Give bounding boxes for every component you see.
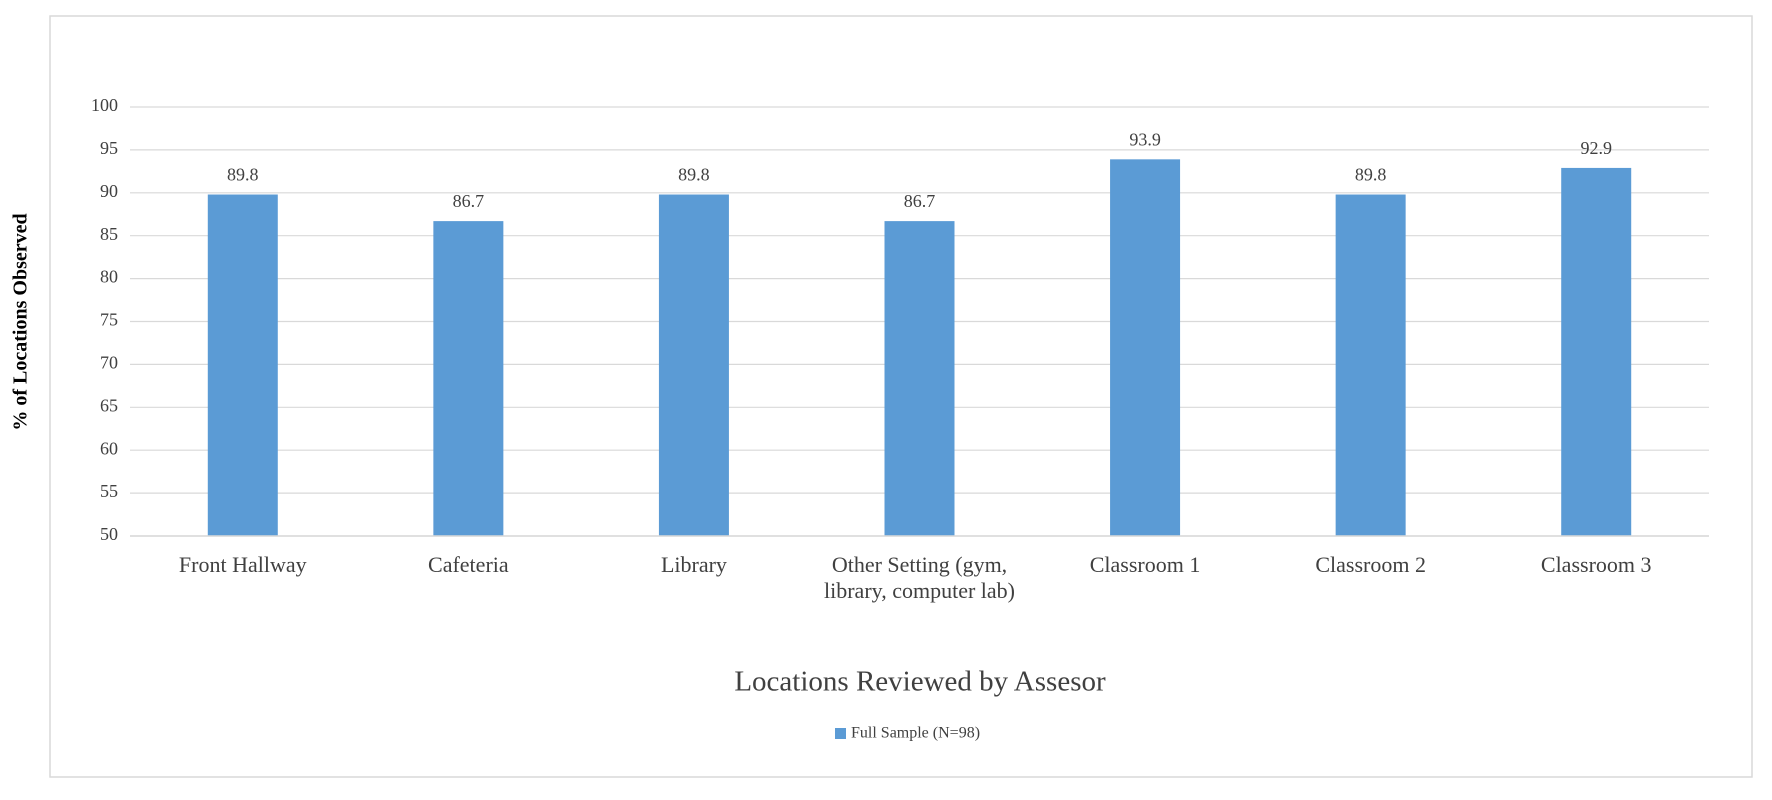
legend-label: Full Sample (N=98) xyxy=(851,725,980,742)
bar xyxy=(1335,194,1406,537)
x-tick-label: Classroom 1 xyxy=(1089,552,1201,577)
x-tick-label: Front Hallway xyxy=(178,552,307,577)
data-label: 92.9 xyxy=(1580,138,1612,158)
y-axis-title: % of Locations Observed xyxy=(10,213,32,430)
x-axis-title: Locations Reviewed by Assesor xyxy=(734,666,1106,698)
x-tick-label-box: Classroom 2 xyxy=(1315,552,1426,577)
bar xyxy=(1561,167,1632,536)
x-tick-label: Library xyxy=(660,552,727,577)
x-tick-label-box: Classroom 3 xyxy=(1540,552,1652,577)
bar xyxy=(884,221,955,536)
y-tick-label: 75 xyxy=(100,310,118,330)
y-tick-label: 60 xyxy=(100,438,118,458)
data-label: 86.7 xyxy=(453,191,485,211)
x-tick-label-box: Cafeteria xyxy=(428,552,509,577)
y-tick-label: 100 xyxy=(91,95,118,115)
data-label: 89.8 xyxy=(1355,165,1387,185)
y-tick-label: 90 xyxy=(100,181,118,201)
y-tick-label: 50 xyxy=(100,524,118,544)
data-label: 93.9 xyxy=(1129,129,1161,149)
x-tick-label-box: Library xyxy=(660,552,727,577)
x-tick-label-box: Other Setting (gym, library, computer la… xyxy=(824,552,1015,603)
x-tick-label: Other Setting (gym, library, computer la… xyxy=(824,552,1015,603)
x-tick-label: Classroom 3 xyxy=(1540,552,1652,577)
y-tick-label: 65 xyxy=(100,395,118,415)
y-tick-label: 70 xyxy=(100,353,118,373)
y-tick-label: 55 xyxy=(100,481,118,501)
x-tick-label: Cafeteria xyxy=(428,552,509,577)
y-tick-label: 95 xyxy=(100,138,118,158)
data-label: 86.7 xyxy=(904,191,936,211)
x-tick-label-box: Front Hallway xyxy=(178,552,307,577)
x-tick-label: Classroom 2 xyxy=(1315,552,1426,577)
bar xyxy=(207,194,278,537)
bar xyxy=(658,194,729,537)
data-label: 89.8 xyxy=(678,165,710,185)
y-tick-label: 85 xyxy=(100,224,118,244)
data-label: 89.8 xyxy=(227,165,259,185)
y-tick-label: 80 xyxy=(100,267,118,287)
bar xyxy=(1110,159,1181,536)
x-tick-label-box: Classroom 1 xyxy=(1089,552,1201,577)
legend-swatch xyxy=(835,728,846,739)
bar xyxy=(433,221,504,536)
